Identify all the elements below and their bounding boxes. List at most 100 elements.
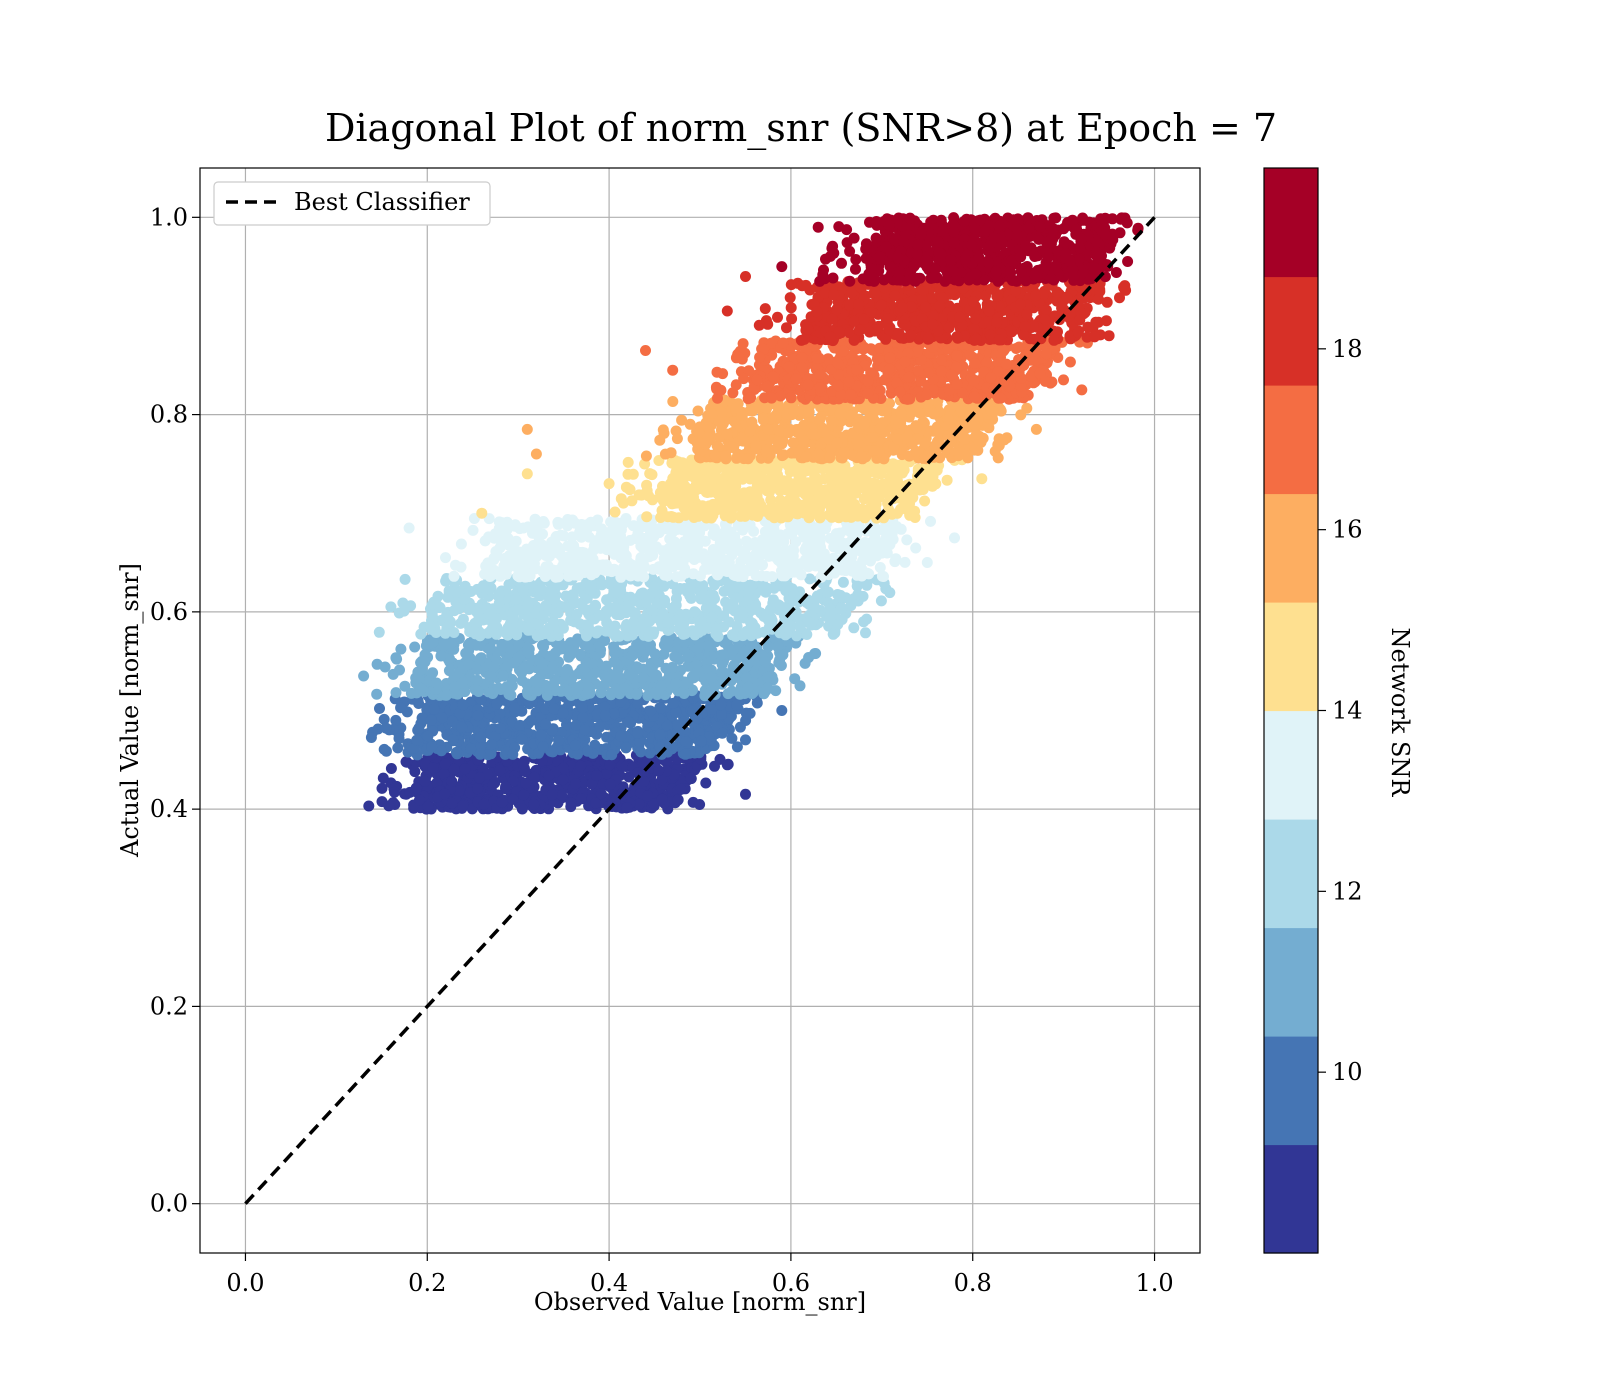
scatter-point (585, 583, 597, 595)
scatter-point (887, 533, 899, 545)
scatter-point (659, 569, 671, 581)
scatter-point (615, 730, 627, 742)
scatter-point (846, 484, 858, 496)
scatter-point (436, 712, 448, 724)
scatter-point (824, 603, 836, 615)
scatter-point (662, 636, 674, 648)
scatter-point (500, 781, 512, 793)
scatter-point (875, 468, 887, 480)
scatter-point (510, 593, 522, 605)
scatter-point (788, 406, 800, 418)
scatter-point (845, 511, 857, 523)
scatter-point (546, 789, 558, 801)
scatter-point (985, 405, 997, 417)
scatter-point (389, 786, 400, 798)
scatter-point (919, 495, 931, 507)
scatter-point (659, 448, 671, 460)
scatter-point (761, 402, 773, 414)
scatter-point (855, 450, 867, 462)
scatter-point (426, 741, 438, 753)
scatter-point (395, 702, 407, 714)
scatter-point (439, 758, 451, 770)
scatter-points (363, 212, 1144, 815)
scatter-point (731, 699, 743, 711)
scatter-point (448, 763, 460, 775)
scatter-point (600, 660, 612, 672)
scatter-point (419, 656, 431, 668)
scatter-point (782, 548, 794, 560)
scatter-point (632, 698, 644, 710)
scatter-point (662, 617, 674, 629)
scatter-point (712, 472, 724, 484)
scatter-point (488, 554, 500, 566)
scatter-point (722, 543, 734, 555)
scatter-point (579, 724, 591, 736)
scatter-point (712, 569, 724, 581)
scatter-point (465, 743, 477, 755)
scatter-point (626, 495, 638, 507)
scatter-point (689, 606, 701, 618)
scatter-point (655, 680, 667, 692)
scatter-point (813, 474, 825, 486)
scatter-point (726, 685, 738, 697)
scatter-point (459, 763, 471, 775)
scatter-point (373, 626, 385, 638)
scatter-point (450, 746, 462, 758)
scatter-point (685, 772, 697, 784)
scatter-point (363, 800, 375, 812)
scatter-point (891, 507, 903, 519)
scatter-point (772, 436, 784, 448)
scatter-point (676, 457, 688, 469)
scatter-point (715, 649, 727, 661)
scatter-point (737, 571, 749, 583)
scatter-point (662, 543, 674, 555)
scatter-point (400, 756, 412, 768)
scatter-point (541, 681, 553, 693)
scatter-point (447, 734, 459, 745)
scatter-point (810, 533, 822, 545)
scatter-point (422, 801, 434, 813)
scatter-point (591, 770, 603, 781)
scatter-point (446, 797, 458, 809)
scatter-point (657, 424, 669, 436)
scatter-point (410, 782, 422, 794)
scatter-point (838, 446, 850, 458)
scatter-point (702, 640, 714, 652)
scatter-point (745, 560, 757, 572)
scatter-point (632, 727, 644, 739)
scatter-point (380, 745, 392, 757)
scatter-point (509, 520, 521, 532)
scatter-point (829, 485, 841, 497)
scatter-point (608, 641, 620, 653)
scatter-point (494, 722, 506, 734)
scatter-point (609, 506, 621, 518)
scatter-point (761, 484, 773, 496)
scatter-point (538, 517, 550, 529)
scatter-point (971, 428, 982, 440)
scatter-point (837, 576, 849, 588)
scatter-point (837, 501, 849, 513)
scatter-point (622, 456, 634, 468)
scatter-point (813, 552, 824, 564)
scatter-point (546, 663, 558, 675)
scatter-point (493, 588, 505, 600)
scatter-point (878, 571, 889, 582)
scatter-point (692, 405, 704, 417)
scatter-point (557, 560, 569, 572)
scatter-point (931, 464, 943, 476)
scatter-point (508, 702, 520, 714)
scatter-point (557, 707, 569, 719)
scatter-point (817, 485, 829, 496)
scatter-point (549, 647, 561, 659)
scatter-point (727, 644, 739, 656)
scatter-point (411, 734, 423, 746)
scatter-point (655, 512, 667, 523)
scatter-point (516, 733, 528, 745)
scatter-point (695, 735, 707, 747)
scatter-point (712, 631, 724, 642)
scatter-point (705, 554, 717, 565)
scatter-point (575, 793, 587, 805)
scatter-point (512, 652, 524, 664)
scatter-point (427, 762, 439, 774)
scatter-point (491, 628, 502, 640)
